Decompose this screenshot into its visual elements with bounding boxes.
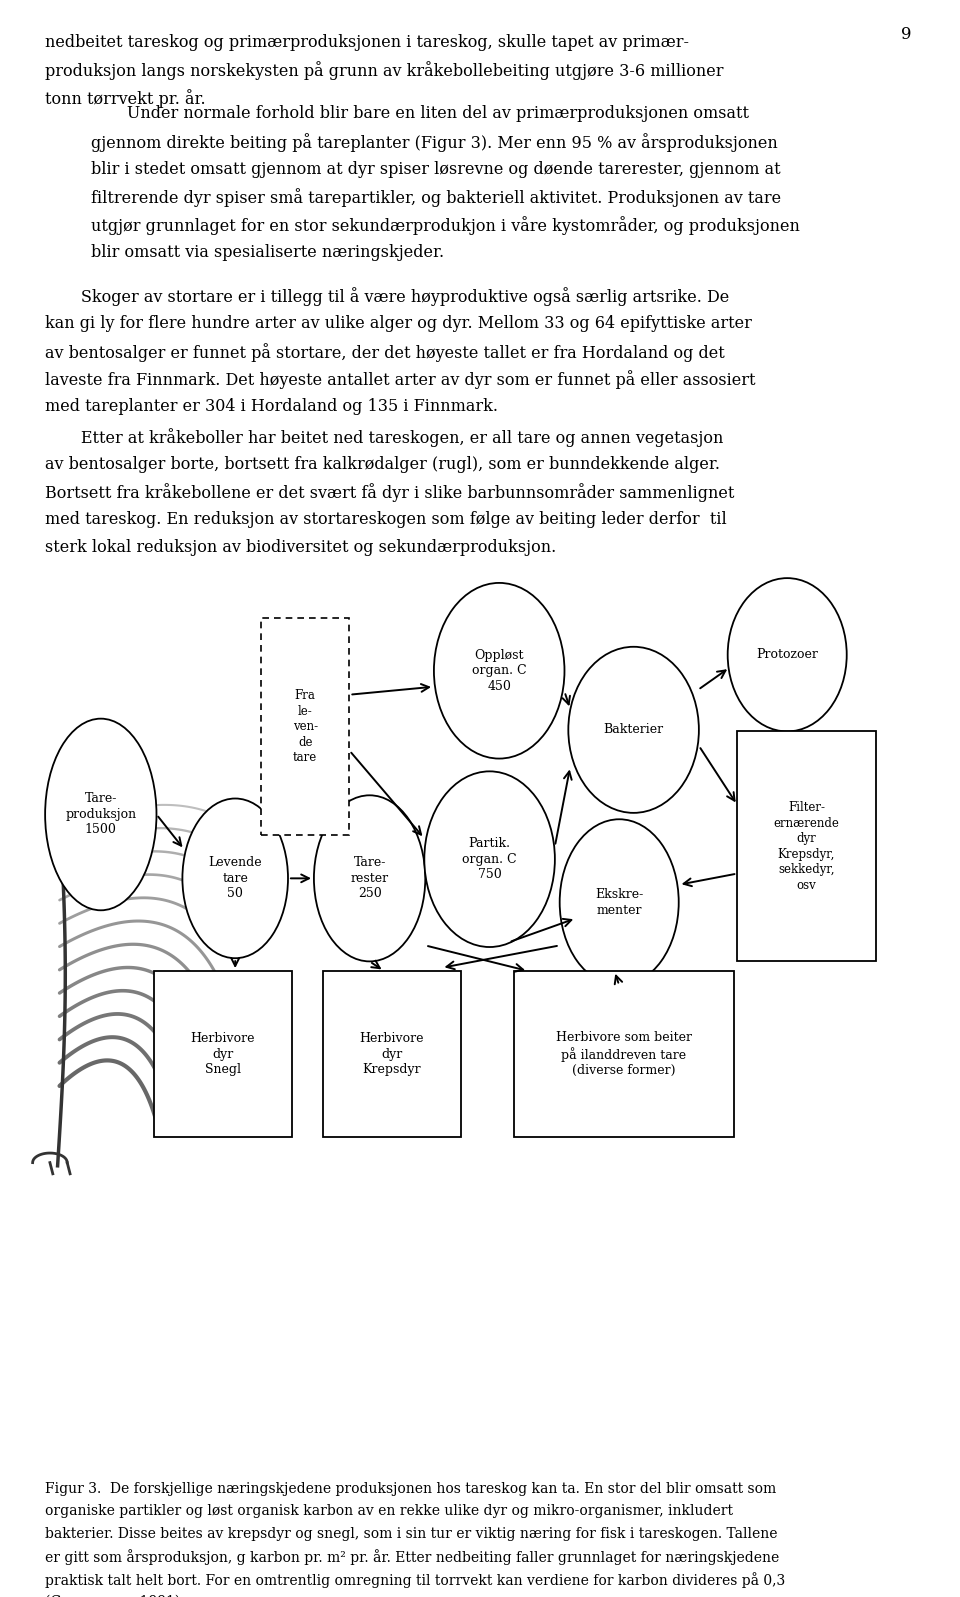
Text: Figur 3.  De forskjellige næringskjedene produksjonen hos tareskog kan ta. En st: Figur 3. De forskjellige næringskjedene … [45, 1482, 777, 1496]
Text: Herbivore
dyr
Krepsdyr: Herbivore dyr Krepsdyr [359, 1032, 424, 1076]
Text: Skoger av stortare er i tillegg til å være høyproduktive også særlig artsrike. D: Skoger av stortare er i tillegg til å væ… [45, 287, 730, 307]
Text: (Gunnarsson 1991): (Gunnarsson 1991) [45, 1594, 180, 1597]
Text: Bortsett fra kråkebollene er det svært få dyr i slike barbunnsområder sammenlign: Bortsett fra kråkebollene er det svært f… [45, 484, 734, 501]
Text: Bakterier: Bakterier [604, 723, 663, 736]
Text: praktisk talt helt bort. For en omtrentlig omregning til torrvekt kan verdiene f: praktisk talt helt bort. For en omtrentl… [45, 1571, 785, 1587]
Text: tonn tørrvekt pr. år.: tonn tørrvekt pr. år. [45, 89, 205, 107]
Ellipse shape [314, 795, 425, 961]
Bar [737, 731, 876, 961]
Ellipse shape [434, 583, 564, 759]
Text: filtrerende dyr spiser små tarepartikler, og bakteriell aktivitet. Produksjonen : filtrerende dyr spiser små tarepartikler… [91, 188, 781, 208]
Text: Oppløst
organ. C
450: Oppløst organ. C 450 [472, 648, 526, 693]
Bar [154, 971, 292, 1137]
Text: Protozoer: Protozoer [756, 648, 818, 661]
Text: Tare-
rester
250: Tare- rester 250 [350, 856, 389, 901]
Text: blir omsatt via spesialiserte næringskjeder.: blir omsatt via spesialiserte næringskje… [91, 244, 444, 260]
Text: Fra
le-
ven-
de
tare: Fra le- ven- de tare [293, 690, 318, 763]
Text: Ekskre-
menter: Ekskre- menter [595, 888, 643, 917]
Text: Etter at kråkeboller har beitet ned tareskogen, er all tare og annen vegetasjon: Etter at kråkeboller har beitet ned tare… [45, 428, 724, 447]
Bar [514, 971, 734, 1137]
Text: gjennom direkte beiting på tareplanter (Figur 3). Mer enn 95 % av årsproduksjone: gjennom direkte beiting på tareplanter (… [91, 133, 778, 152]
Text: Under normale forhold blir bare en liten del av primærproduksjonen omsatt: Under normale forhold blir bare en liten… [91, 105, 749, 123]
Ellipse shape [568, 647, 699, 813]
Ellipse shape [45, 719, 156, 910]
Text: 9: 9 [901, 26, 912, 43]
Text: med tareplanter er 304 i Hordaland og 135 i Finnmark.: med tareplanter er 304 i Hordaland og 13… [45, 398, 498, 415]
Text: Partik.
organ. C
750: Partik. organ. C 750 [463, 837, 516, 882]
Text: av bentosalger borte, bortsett fra kalkrødalger (rugl), som er bunndekkende alge: av bentosalger borte, bortsett fra kalkr… [45, 455, 720, 473]
Text: organiske partikler og løst organisk karbon av en rekke ulike dyr og mikro-organ: organiske partikler og løst organisk kar… [45, 1504, 733, 1519]
Text: bakterier. Disse beites av krepsdyr og snegl, som i sin tur er viktig næring for: bakterier. Disse beites av krepsdyr og s… [45, 1527, 778, 1541]
Text: Filter-
ernærende
dyr
Krepsdyr,
sekkedyr,
osv: Filter- ernærende dyr Krepsdyr, sekkedyr… [774, 802, 839, 891]
Ellipse shape [424, 771, 555, 947]
Ellipse shape [560, 819, 679, 985]
Text: laveste fra Finnmark. Det høyeste antallet arter av dyr som er funnet på eller a: laveste fra Finnmark. Det høyeste antall… [45, 371, 756, 390]
Text: Herbivore
dyr
Snegl: Herbivore dyr Snegl [190, 1032, 255, 1076]
Text: Tare-
produksjon
1500: Tare- produksjon 1500 [65, 792, 136, 837]
Text: av bentosalger er funnet på stortare, der det høyeste tallet er fra Hordaland og: av bentosalger er funnet på stortare, de… [45, 343, 725, 361]
Bar [261, 618, 349, 835]
Bar [323, 971, 461, 1137]
Text: blir i stedet omsatt gjennom at dyr spiser løsrevne og døende tarerester, gjenno: blir i stedet omsatt gjennom at dyr spis… [91, 161, 780, 177]
Text: utgjør grunnlaget for en stor sekundærprodukjon i våre kystområder, og produksjo: utgjør grunnlaget for en stor sekundærpr… [91, 216, 800, 235]
Text: er gitt som årsproduksjon, g karbon pr. m² pr. år. Etter nedbeiting faller grunn: er gitt som årsproduksjon, g karbon pr. … [45, 1549, 780, 1565]
Text: kan gi ly for flere hundre arter av ulike alger og dyr. Mellom 33 og 64 epifytti: kan gi ly for flere hundre arter av ulik… [45, 315, 752, 332]
Ellipse shape [728, 578, 847, 731]
Text: nedbeitet tareskog og primærproduksjonen i tareskog, skulle tapet av primær-: nedbeitet tareskog og primærproduksjonen… [45, 34, 689, 51]
Text: med tareskog. En reduksjon av stortareskogen som følge av beiting leder derfor  : med tareskog. En reduksjon av stortaresk… [45, 511, 727, 529]
Text: Herbivore som beiter
på ilanddreven tare
(diverse former): Herbivore som beiter på ilanddreven tare… [556, 1030, 692, 1078]
Text: sterk lokal reduksjon av biodiversitet og sekundærproduksjon.: sterk lokal reduksjon av biodiversitet o… [45, 538, 557, 556]
Text: produksjon langs norskekysten på grunn av kråkebollebeiting utgjøre 3-6 millione: produksjon langs norskekysten på grunn a… [45, 61, 724, 80]
Text: Levende
tare
50: Levende tare 50 [208, 856, 262, 901]
Ellipse shape [182, 798, 288, 958]
